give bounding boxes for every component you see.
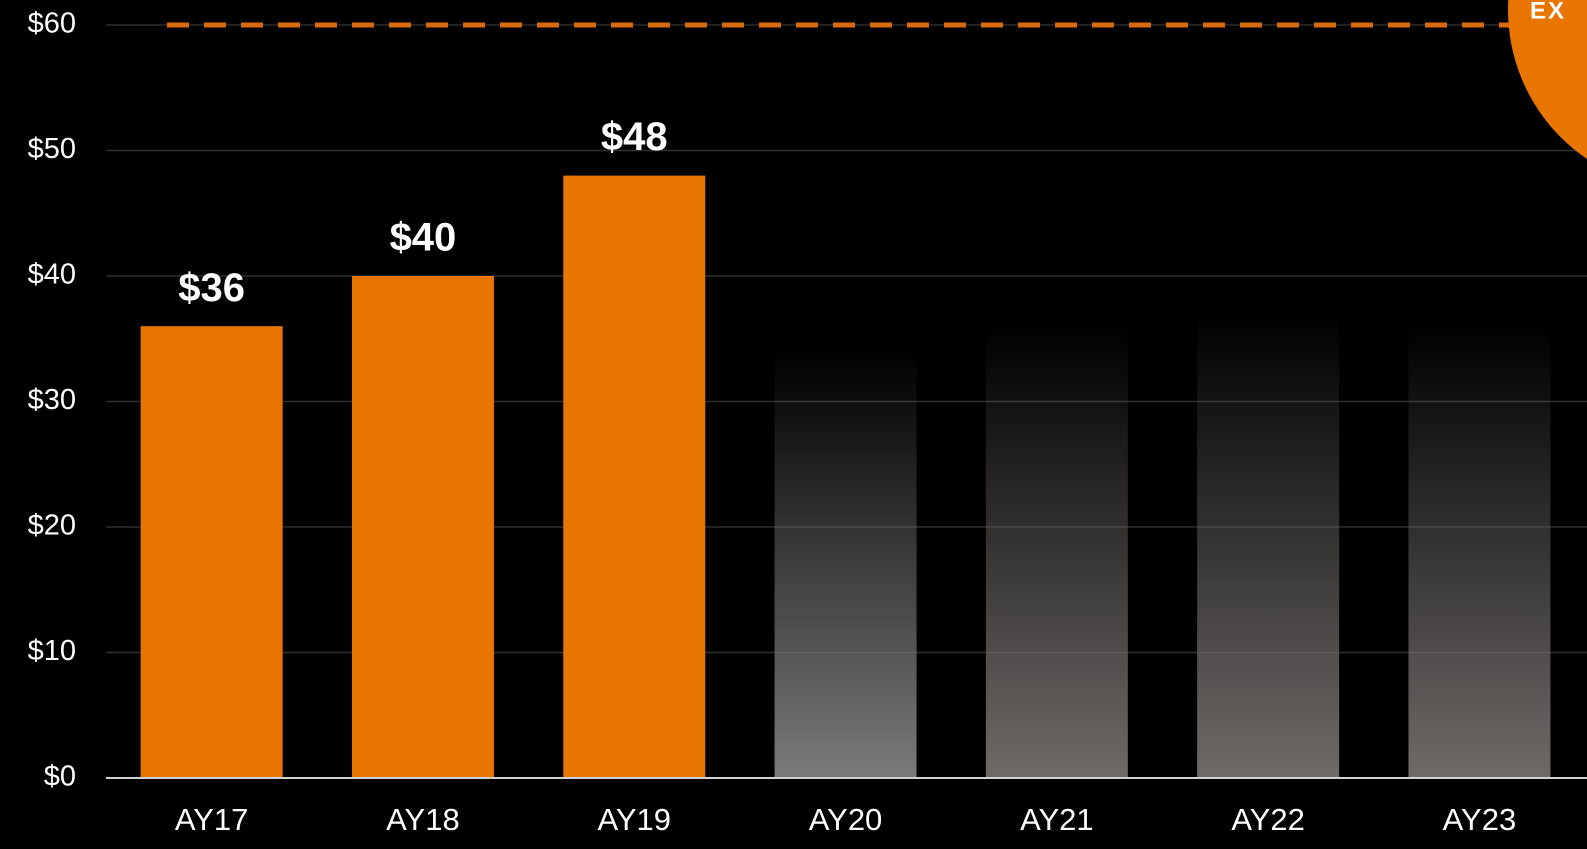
x-tick-label: AY23	[1443, 802, 1517, 837]
x-tick-label: AY18	[386, 802, 460, 837]
bar	[140, 326, 283, 778]
bar	[1408, 326, 1551, 778]
bar	[985, 326, 1128, 778]
value-label: $40	[390, 216, 457, 260]
annotation-badge	[1508, 0, 1587, 159]
bar	[351, 276, 494, 778]
y-tick-label: $0	[44, 761, 76, 793]
bar	[774, 351, 917, 778]
x-tick-label: AY21	[1020, 802, 1094, 837]
bar	[563, 175, 706, 779]
value-label: $36	[178, 266, 245, 310]
x-tick-label: AY19	[597, 802, 671, 837]
y-tick-label: $60	[28, 8, 76, 40]
x-tick-label: AY20	[809, 802, 883, 837]
annotation: EX	[1530, 0, 1566, 24]
y-tick-label: $20	[28, 510, 76, 542]
y-tick-label: $40	[28, 259, 76, 291]
bar	[1197, 313, 1340, 778]
value-label: $48	[601, 115, 668, 159]
y-tick-label: $10	[28, 635, 76, 667]
y-tick-label: $50	[28, 133, 76, 165]
x-tick-label: AY22	[1231, 802, 1305, 837]
x-tick-label: AY17	[175, 802, 249, 837]
y-tick-label: $30	[28, 384, 76, 416]
